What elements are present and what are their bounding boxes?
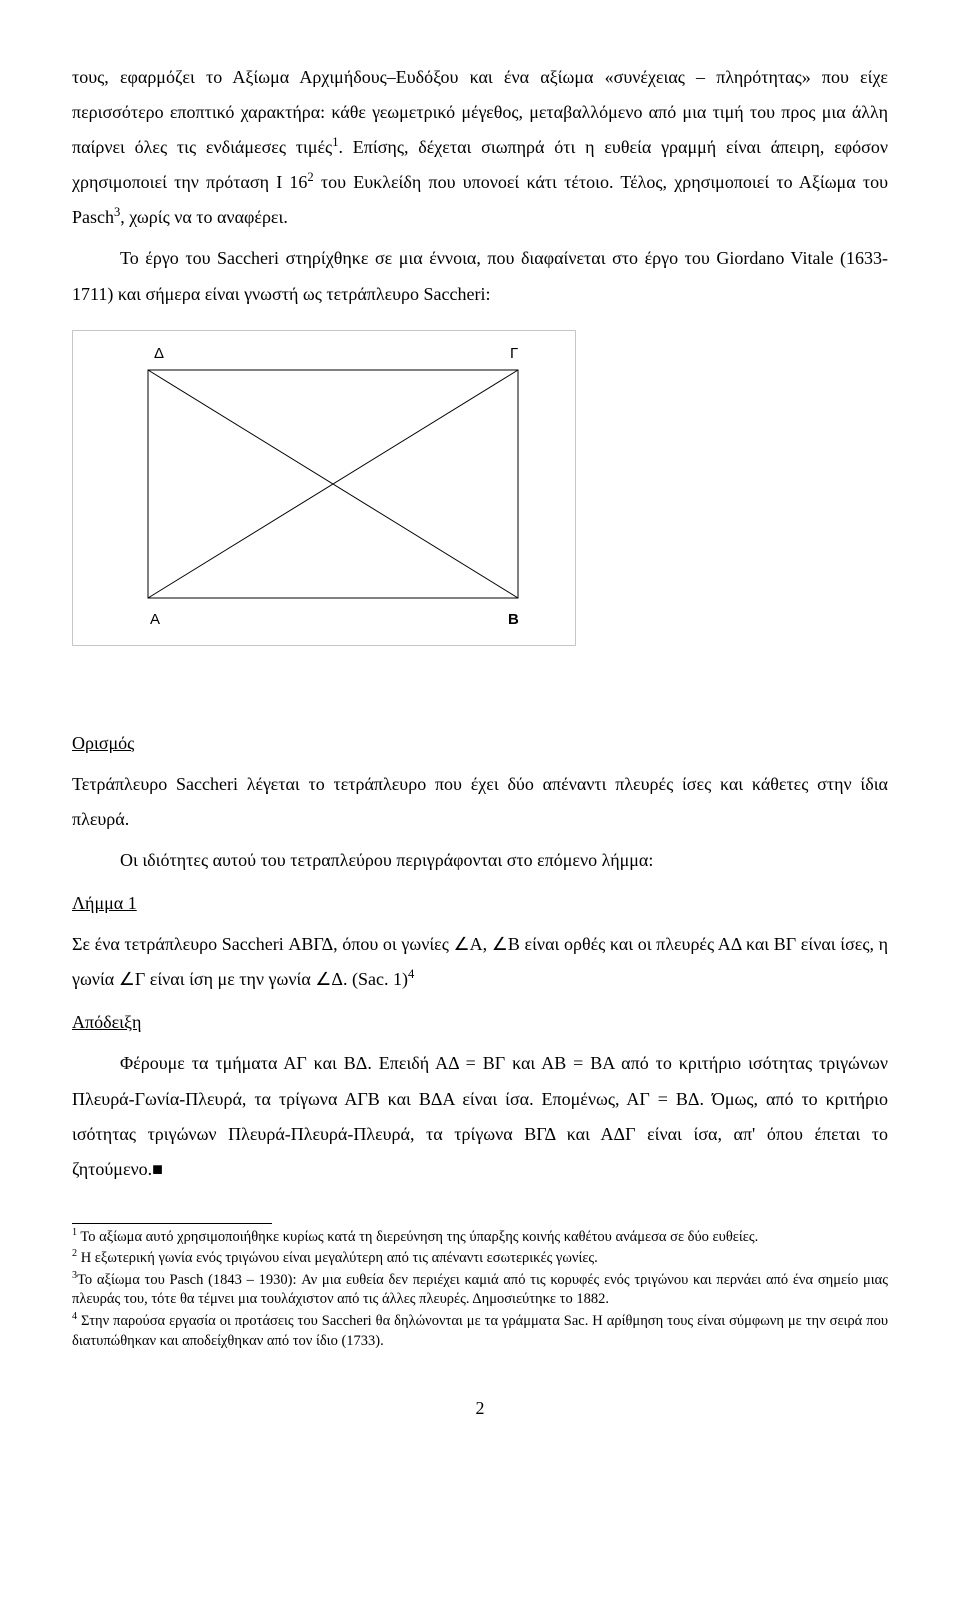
- angle-symbol-1: ∠: [454, 934, 470, 954]
- paragraph-1-part-d: , χωρίς να το αναφέρει.: [120, 207, 288, 227]
- saccheri-quadrilateral-svg: Δ Γ Α Β: [72, 330, 576, 646]
- paragraph-2: Το έργο του Saccheri στηρίχθηκε σε μια έ…: [72, 241, 888, 311]
- footnote-3: 3Το αξίωμα του Pasch (1843 – 1930): Αν μ…: [72, 1271, 888, 1310]
- paragraph-1: τους, εφαρμόζει το Αξίωμα Αρχιμήδους–Ευδ…: [72, 60, 888, 235]
- lemma-part-a: Σε ένα τετράπλευρο Saccheri ΑΒΓΔ, όπου ο…: [72, 934, 454, 954]
- label-gamma: Γ: [510, 345, 518, 362]
- proof-label-text: Απόδειξη: [72, 1012, 141, 1032]
- label-beta: Β: [508, 611, 519, 628]
- lemma-text: Σε ένα τετράπλευρο Saccheri ΑΒΓΔ, όπου ο…: [72, 927, 888, 997]
- footnote-1: 1 Το αξίωμα αυτό χρησιμοποιήθηκε κυρίως …: [72, 1228, 888, 1248]
- proof-text: Φέρουμε τα τμήματα ΑΓ και ΒΔ. Επειδή ΑΔ …: [72, 1046, 888, 1186]
- label-delta: Δ: [154, 345, 164, 362]
- lemma-label-text: Λήμμα 1: [72, 893, 137, 913]
- definition-label: Ορισμός: [72, 726, 888, 761]
- footnote-ref-4: 4: [408, 967, 414, 981]
- footnote-4-text: Στην παρούσα εργασία οι προτάσεις του Sa…: [72, 1313, 888, 1349]
- angle-symbol-2: ∠: [492, 934, 508, 954]
- saccheri-quadrilateral-figure: Δ Γ Α Β: [72, 330, 888, 646]
- footnote-1-text: Το αξίωμα αυτό χρησιμοποιήθηκε κυρίως κα…: [77, 1229, 758, 1245]
- definition-label-text: Ορισμός: [72, 733, 134, 753]
- page-number: 2: [72, 1391, 888, 1426]
- label-alpha: Α: [150, 611, 160, 628]
- lemma-part-A: Α,: [470, 934, 492, 954]
- angle-symbol-4: ∠: [315, 969, 331, 989]
- angle-symbol-3: ∠: [119, 969, 135, 989]
- lemma-part-C: Γ είναι ίση με την γωνία: [135, 969, 315, 989]
- footnotes-separator: [72, 1223, 272, 1224]
- lemma-part-D: Δ. (Sac. 1): [331, 969, 408, 989]
- lemma-label: Λήμμα 1: [72, 886, 888, 921]
- proof-body: Φέρουμε τα τμήματα ΑΓ και ΒΔ. Επειδή ΑΔ …: [72, 1053, 888, 1178]
- footnote-2-text: Η εξωτερική γωνία ενός τριγώνου είναι με…: [77, 1250, 598, 1266]
- qed-symbol: ■: [152, 1159, 163, 1179]
- definition-followup: Οι ιδιότητες αυτού του τετραπλεύρου περι…: [72, 843, 888, 878]
- footnote-2: 2 Η εξωτερική γωνία ενός τριγώνου είναι …: [72, 1249, 888, 1269]
- proof-label: Απόδειξη: [72, 1005, 888, 1040]
- definition-text: Τετράπλευρο Saccheri λέγεται το τετράπλε…: [72, 767, 888, 837]
- footnote-4: 4 Στην παρούσα εργασία οι προτάσεις του …: [72, 1312, 888, 1351]
- footnotes-block: 1 Το αξίωμα αυτό χρησιμοποιήθηκε κυρίως …: [72, 1228, 888, 1351]
- footnote-3-text: Το αξίωμα του Pasch (1843 – 1930): Αν μι…: [72, 1272, 888, 1308]
